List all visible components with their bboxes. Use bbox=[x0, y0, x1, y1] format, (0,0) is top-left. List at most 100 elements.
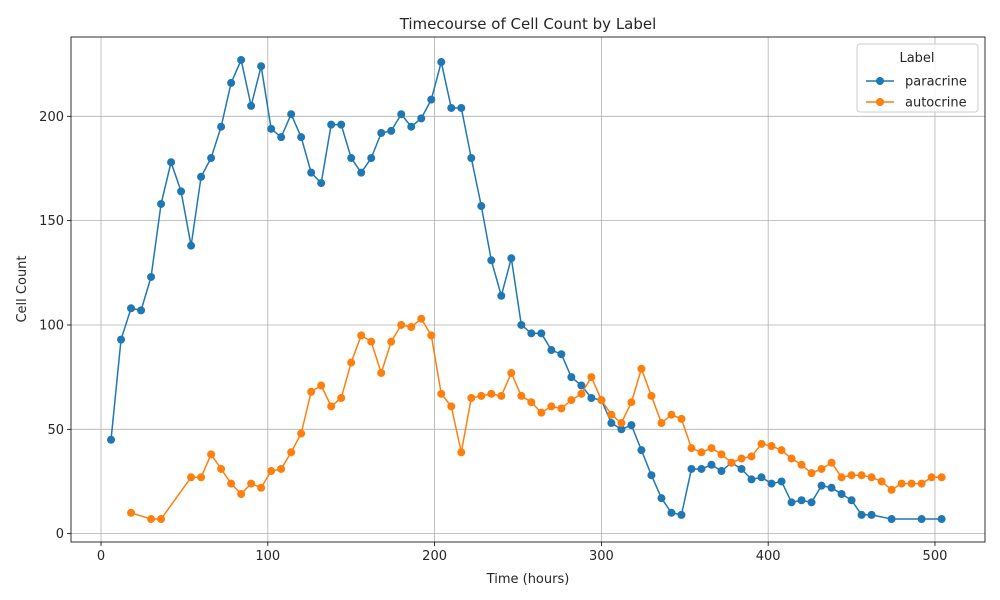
data-point-autocrine bbox=[257, 483, 266, 492]
data-point-autocrine bbox=[337, 394, 346, 403]
data-point-autocrine bbox=[837, 473, 846, 482]
data-point-paracrine bbox=[507, 254, 516, 263]
data-point-paracrine bbox=[857, 510, 866, 519]
data-point-autocrine bbox=[687, 444, 696, 453]
chart-title: Timecourse of Cell Count by Label bbox=[399, 15, 657, 33]
data-point-autocrine bbox=[247, 479, 256, 488]
data-point-paracrine bbox=[477, 202, 486, 211]
data-point-autocrine bbox=[897, 479, 906, 488]
data-point-paracrine bbox=[377, 128, 386, 137]
data-point-paracrine bbox=[277, 133, 286, 142]
x-axis-title: Time (hours) bbox=[486, 572, 570, 587]
x-axis: 0 100 200 300 400 500 bbox=[97, 542, 947, 564]
data-point-autocrine bbox=[527, 398, 536, 407]
data-point-autocrine bbox=[227, 479, 236, 488]
data-point-paracrine bbox=[197, 172, 206, 181]
data-point-paracrine bbox=[607, 419, 616, 428]
data-point-paracrine bbox=[117, 335, 126, 344]
data-point-autocrine bbox=[727, 458, 736, 467]
y-axis: 0 50 100 150 200 bbox=[39, 110, 71, 542]
data-point-autocrine bbox=[507, 368, 516, 377]
data-point-autocrine bbox=[357, 331, 366, 340]
data-point-paracrine bbox=[467, 154, 476, 163]
data-point-paracrine bbox=[517, 320, 526, 329]
data-point-paracrine bbox=[867, 510, 876, 519]
data-point-paracrine bbox=[397, 110, 406, 119]
data-point-paracrine bbox=[887, 515, 896, 524]
data-point-autocrine bbox=[297, 429, 306, 438]
data-point-autocrine bbox=[567, 396, 576, 405]
data-point-autocrine bbox=[907, 479, 916, 488]
data-point-paracrine bbox=[457, 103, 466, 112]
data-point-autocrine bbox=[917, 479, 926, 488]
data-point-autocrine bbox=[157, 515, 166, 524]
data-point-autocrine bbox=[867, 473, 876, 482]
data-point-autocrine bbox=[327, 402, 336, 411]
data-point-paracrine bbox=[167, 158, 176, 167]
data-point-paracrine bbox=[537, 329, 546, 338]
data-point-autocrine bbox=[427, 331, 436, 340]
data-point-paracrine bbox=[237, 55, 246, 64]
data-point-autocrine bbox=[387, 337, 396, 346]
data-point-autocrine bbox=[547, 402, 556, 411]
data-point-paracrine bbox=[317, 179, 326, 188]
data-point-autocrine bbox=[807, 469, 816, 478]
data-point-autocrine bbox=[497, 391, 506, 400]
data-point-autocrine bbox=[887, 485, 896, 494]
data-point-paracrine bbox=[187, 241, 196, 250]
data-point-autocrine bbox=[367, 337, 376, 346]
data-point-paracrine bbox=[247, 101, 256, 110]
data-point-autocrine bbox=[577, 389, 586, 398]
data-point-paracrine bbox=[697, 464, 706, 473]
data-point-paracrine bbox=[407, 122, 416, 131]
data-point-paracrine bbox=[327, 120, 336, 129]
data-point-paracrine bbox=[797, 496, 806, 505]
data-point-paracrine bbox=[757, 473, 766, 482]
legend-label-autocrine: autocrine bbox=[905, 96, 967, 111]
data-point-paracrine bbox=[177, 187, 186, 196]
x-tick-label: 300 bbox=[589, 549, 614, 564]
data-point-autocrine bbox=[597, 396, 606, 405]
data-point-paracrine bbox=[767, 479, 776, 488]
data-point-paracrine bbox=[737, 464, 746, 473]
data-point-autocrine bbox=[657, 419, 666, 428]
data-point-paracrine bbox=[447, 103, 456, 112]
y-tick-label: 150 bbox=[39, 214, 64, 229]
data-point-paracrine bbox=[357, 168, 366, 177]
data-point-autocrine bbox=[447, 402, 456, 411]
data-point-paracrine bbox=[547, 346, 556, 355]
data-point-paracrine bbox=[157, 199, 166, 208]
data-point-paracrine bbox=[337, 120, 346, 129]
data-point-autocrine bbox=[417, 314, 426, 323]
data-point-autocrine bbox=[717, 450, 726, 459]
data-point-autocrine bbox=[757, 439, 766, 448]
data-point-paracrine bbox=[367, 154, 376, 163]
data-point-paracrine bbox=[227, 78, 236, 87]
plot-frame bbox=[70, 36, 986, 543]
series-layer bbox=[107, 55, 946, 524]
x-tick-label: 100 bbox=[255, 549, 280, 564]
data-point-autocrine bbox=[437, 389, 446, 398]
data-point-paracrine bbox=[417, 114, 426, 123]
data-point-autocrine bbox=[677, 414, 686, 423]
legend-title: Label bbox=[899, 51, 934, 66]
data-point-autocrine bbox=[607, 410, 616, 419]
data-point-autocrine bbox=[877, 477, 886, 486]
data-point-paracrine bbox=[557, 350, 566, 359]
data-point-autocrine bbox=[147, 515, 156, 524]
data-point-paracrine bbox=[937, 515, 946, 524]
data-point-paracrine bbox=[667, 508, 676, 517]
data-point-autocrine bbox=[267, 467, 276, 476]
data-point-autocrine bbox=[827, 458, 836, 467]
data-point-paracrine bbox=[677, 510, 686, 519]
data-point-autocrine bbox=[697, 448, 706, 457]
data-point-autocrine bbox=[557, 404, 566, 413]
gridlines bbox=[71, 37, 985, 542]
data-point-autocrine bbox=[627, 398, 636, 407]
data-point-autocrine bbox=[277, 464, 286, 473]
legend-marker-autocrine bbox=[876, 98, 884, 106]
data-point-autocrine bbox=[477, 391, 486, 400]
data-point-autocrine bbox=[927, 473, 936, 482]
data-point-autocrine bbox=[237, 490, 246, 498]
